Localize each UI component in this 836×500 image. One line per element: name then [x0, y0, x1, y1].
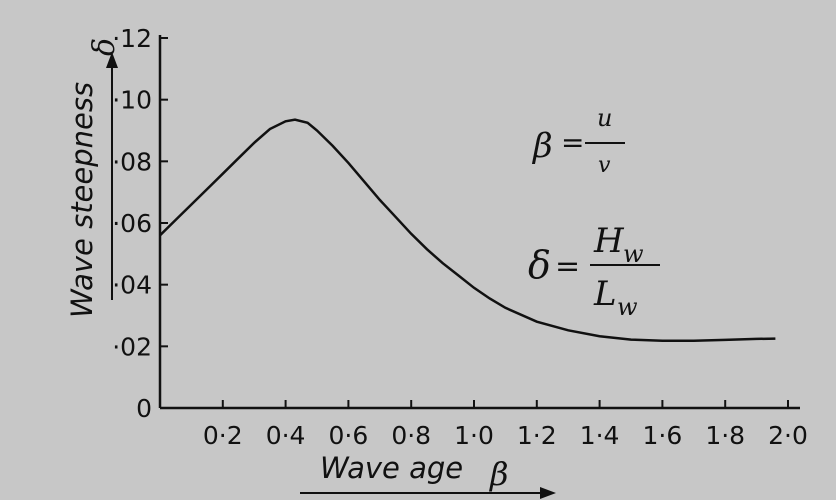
x-tick-label: 0·6	[329, 421, 369, 450]
x-ticks: 0·2 0·4 0·6 0·8 1·0 1·2 1·4 1·6 1·8 2·0	[203, 400, 808, 450]
y-axis-symbol-wrap: δ	[87, 38, 122, 56]
y-ticks: 0 ·02 ·04 ·06 ·08 ·10 ·12	[112, 24, 168, 423]
x-tick-label: 0·8	[391, 421, 431, 450]
axes	[158, 35, 800, 410]
y-axis-title: Wave steepness	[65, 82, 99, 318]
y-tick-label: ·10	[112, 86, 152, 115]
y-tick-label: ·04	[112, 271, 152, 300]
beta-formula-numerator: u	[597, 104, 612, 132]
beta-formula-denominator: v	[598, 153, 611, 178]
x-tick-label: 1·8	[705, 421, 745, 450]
x-tick-label: 1·6	[643, 421, 683, 450]
beta-formula-lhs: β	[531, 126, 553, 166]
y-axis-symbol: δ	[87, 38, 122, 56]
x-tick-label: 1·2	[517, 421, 557, 450]
beta-formula-equals: =	[561, 126, 584, 159]
delta-formula-lhs: δ	[528, 243, 551, 287]
y-axis-arrow-head	[106, 52, 118, 68]
x-axis-arrow-head	[540, 487, 556, 499]
delta-formula: δ = H w L w	[528, 221, 660, 321]
delta-formula-numerator: H	[593, 221, 625, 261]
y-tick-label: ·02	[112, 332, 152, 361]
delta-formula-numerator-sub: w	[623, 240, 644, 268]
y-tick-label: ·12	[112, 24, 152, 53]
y-tick-label: 0	[136, 394, 152, 423]
x-axis-label: Wave age	[320, 451, 463, 485]
x-tick-label: 0·2	[203, 421, 243, 450]
x-tick-label: 1·4	[580, 421, 620, 450]
series-line	[159, 118, 776, 343]
y-axis-label: Wave steepness	[65, 82, 99, 318]
x-tick-label: 0·4	[266, 421, 306, 450]
y-tick-label: ·08	[112, 147, 152, 176]
x-axis-symbol: β	[489, 455, 509, 493]
x-tick-label: 1·0	[454, 421, 494, 450]
delta-formula-denominator-sub: w	[617, 293, 638, 321]
delta-formula-equals: =	[555, 249, 580, 284]
beta-formula: β = u v	[531, 104, 625, 178]
x-tick-label: 2·0	[768, 421, 808, 450]
delta-formula-denominator: L	[593, 274, 617, 314]
y-tick-label: ·06	[112, 209, 152, 238]
